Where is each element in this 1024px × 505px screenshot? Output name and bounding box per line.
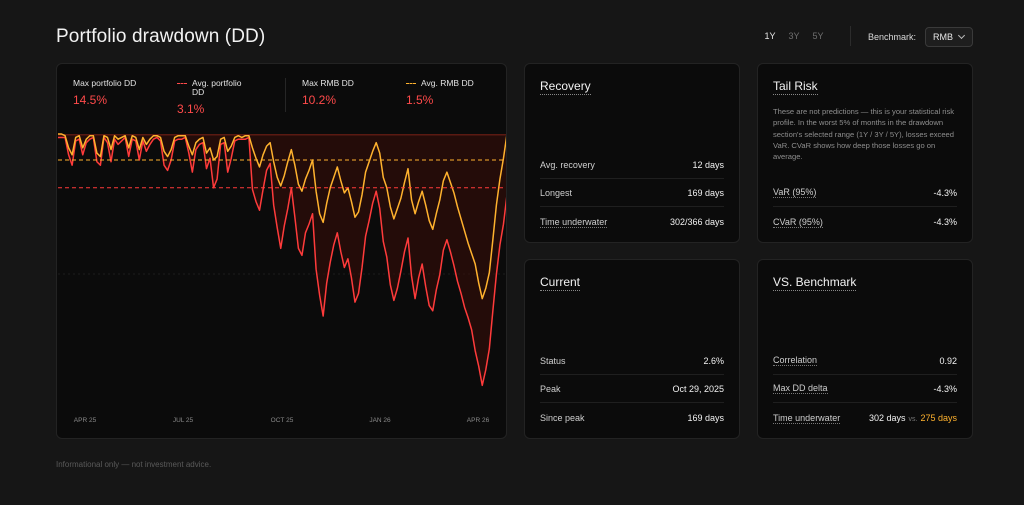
stat-divider: [285, 78, 286, 112]
portfolio-series-line: [58, 136, 506, 387]
header-divider: [850, 26, 851, 46]
stat-avg-portfolio-label: Avg. portfolio DD: [192, 78, 242, 97]
row-label: Correlation: [773, 355, 818, 366]
vs-benchmark-row-maxdd: Max DD delta -4.3%: [773, 375, 957, 403]
stat-avg-portfolio-value: 3.1%: [177, 102, 205, 116]
recovery-row-longest: Longest 169 days: [540, 179, 724, 207]
vs-text: vs.: [908, 416, 918, 423]
row-label: Peak: [540, 383, 561, 394]
row-label: VaR (95%): [773, 187, 817, 198]
stat-avg-rmb-dd: Avg. RMB DD 1.5%: [406, 79, 474, 107]
benchmark-select[interactable]: RMB: [925, 27, 973, 47]
x-tick-label: OCT 25: [271, 417, 294, 424]
rmb-series-line: [58, 133, 506, 300]
current-row-since-peak: Since peak 169 days: [540, 404, 724, 432]
vs-benchmark-card: VS. Benchmark Correlation 0.92 Max DD de…: [757, 259, 973, 439]
row-label: CVaR (95%): [773, 216, 823, 228]
row-value: 302/366 days: [669, 217, 724, 227]
row-value: 302 days vs. 275 days: [869, 413, 957, 423]
recovery-row-underwater: Time underwater 302/366 days: [540, 208, 724, 236]
recovery-card: Recovery Avg. recovery 12 days Longest 1…: [524, 63, 740, 243]
x-tick-label: APR 26: [467, 417, 490, 424]
row-label: Status: [540, 355, 566, 366]
tab-3y[interactable]: 3Y: [788, 31, 800, 41]
drawdown-chart: APR 25 JUL 25 OCT 25 JAN 26 APR 26: [58, 133, 506, 424]
row-label: Since peak: [540, 413, 585, 423]
row-label: Time underwater: [773, 412, 841, 424]
stat-avg-portfolio-dd: Avg. portfolio DD 3.1%: [177, 79, 254, 116]
row-value: -4.3%: [933, 383, 957, 394]
dashed-orange-legend-icon: [406, 83, 416, 84]
footer-disclaimer: Informational only — not investment advi…: [56, 460, 212, 469]
x-tick-label: JUL 25: [173, 417, 194, 424]
row-value: 2.6%: [703, 355, 724, 366]
tail-risk-description: These are not predictions — this is your…: [773, 107, 955, 162]
zero-line: [58, 134, 506, 136]
drawdown-chart-card: APR 25 JUL 25 OCT 25 JAN 26 APR 26 Max portf…: [56, 63, 507, 439]
tab-1y[interactable]: 1Y: [764, 31, 776, 41]
vs-benchmark-title: VS. Benchmark: [773, 275, 857, 291]
stat-max-portfolio-label: Max portfolio DD: [73, 78, 137, 88]
stat-max-rmb-label: Max RMB DD: [302, 78, 354, 88]
dashed-red-legend-icon: [177, 83, 187, 84]
row-label: Longest: [540, 187, 573, 198]
stat-avg-rmb-value: 1.5%: [406, 93, 434, 107]
benchmark-value: RMB: [933, 32, 953, 42]
underwater-portfolio-value: 302 days: [868, 413, 906, 423]
range-tabs: 1Y 3Y 5Y: [758, 27, 830, 45]
row-value: 169 days: [687, 187, 724, 198]
row-value: 0.92: [939, 355, 957, 366]
tail-risk-row-cvar: CVaR (95%) -4.3%: [773, 208, 957, 236]
row-value: -4.3%: [933, 187, 957, 198]
tail-risk-row-var: VaR (95%) -4.3%: [773, 179, 957, 207]
recovery-row-avg: Avg. recovery 12 days: [540, 151, 724, 179]
current-row-status: Status 2.6%: [540, 347, 724, 375]
row-label: Max DD delta: [773, 383, 828, 394]
stat-max-portfolio-dd: Max portfolio DD 14.5%: [73, 78, 137, 108]
x-tick-label: JAN 26: [369, 417, 391, 424]
tab-5y[interactable]: 5Y: [812, 31, 824, 41]
tail-risk-title: Tail Risk: [773, 79, 818, 95]
row-value: 169 days: [687, 413, 724, 423]
drawdown-shaded-area: [58, 134, 506, 386]
stat-avg-rmb-label: Avg. RMB DD: [421, 78, 474, 88]
vs-benchmark-row-underwater: Time underwater 302 days vs. 275 days: [773, 404, 957, 432]
page-title: Portfolio drawdown (DD): [56, 26, 266, 47]
row-value: 12 days: [692, 159, 724, 170]
stat-max-portfolio-value: 14.5%: [73, 93, 108, 107]
stat-max-rmb-dd: Max RMB DD 10.2%: [302, 78, 354, 108]
tail-risk-card: Tail Risk These are not predictions — th…: [757, 63, 973, 243]
chevron-down-icon: [957, 31, 966, 40]
underwater-benchmark-value: 275 days: [920, 413, 957, 423]
row-label: Avg. recovery: [540, 159, 595, 170]
current-row-peak: Peak Oct 29, 2025: [540, 375, 724, 403]
row-label: Time underwater: [540, 216, 608, 228]
benchmark-label: Benchmark:: [868, 32, 917, 42]
x-tick-label: APR 25: [74, 417, 97, 424]
recovery-title: Recovery: [540, 79, 591, 95]
current-card: Current Status 2.6% Peak Oct 29, 2025 Si…: [524, 259, 740, 439]
row-value: -4.3%: [933, 217, 957, 227]
current-title: Current: [540, 275, 581, 291]
vs-benchmark-row-correlation: Correlation 0.92: [773, 347, 957, 375]
row-value: Oct 29, 2025: [672, 383, 724, 394]
stat-max-rmb-value: 10.2%: [302, 93, 337, 107]
